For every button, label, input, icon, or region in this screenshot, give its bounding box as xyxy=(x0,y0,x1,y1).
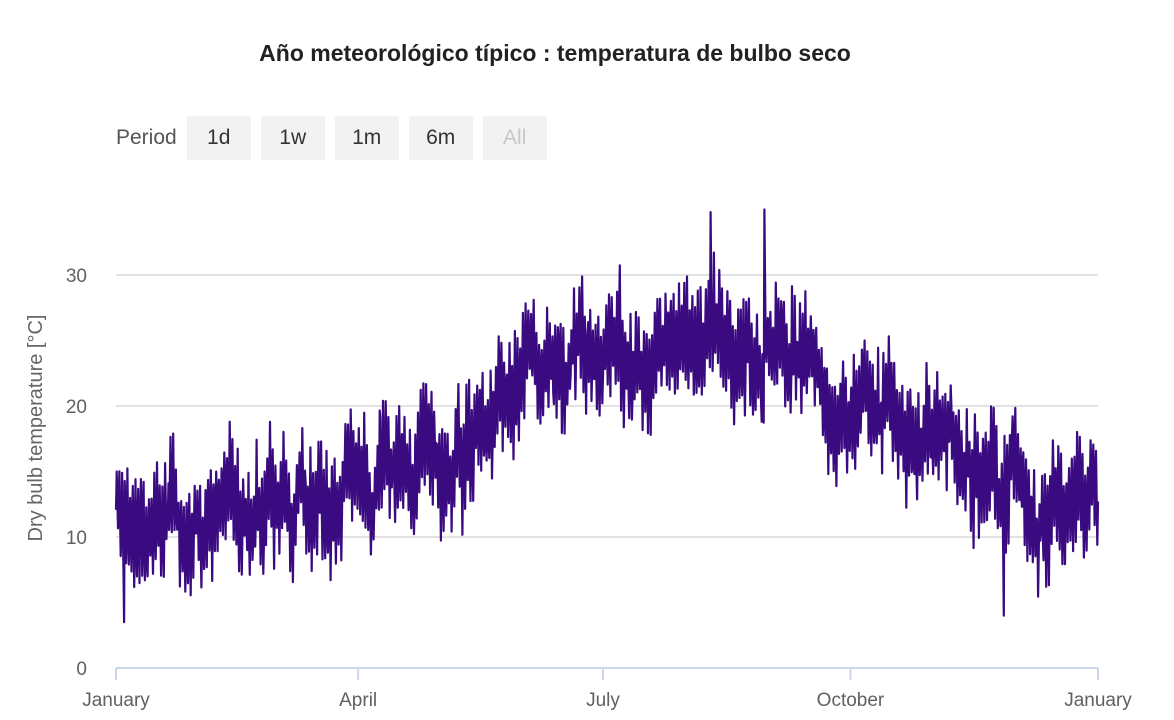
period-1w-button[interactable]: 1w xyxy=(260,116,325,160)
period-label: Period xyxy=(116,126,177,149)
x-axis: January April July October January xyxy=(82,667,1132,711)
y-axis-title: Dry bulb temperature [°C] xyxy=(25,315,47,542)
y-tick-label: 0 xyxy=(76,659,87,680)
period-1d-button[interactable]: 1d xyxy=(186,116,251,160)
y-axis-ticks: 0 10 20 30 xyxy=(66,266,87,680)
x-tick-label: January xyxy=(82,690,150,711)
period-all-button[interactable]: All xyxy=(482,116,547,160)
series-line-temperature xyxy=(114,208,1100,624)
y-tick-label: 10 xyxy=(66,528,87,549)
x-tick-label: July xyxy=(586,690,620,711)
period-selector: Period 1d 1w 1m 6m All xyxy=(116,116,557,160)
chart-title: Año meteorológico típico : temperatura d… xyxy=(259,40,851,66)
x-tick-label: April xyxy=(339,690,377,711)
period-6m-button[interactable]: 6m xyxy=(408,116,473,160)
x-tick-label: October xyxy=(817,690,885,711)
x-tick-label: January xyxy=(1064,690,1132,711)
y-tick-label: 20 xyxy=(66,397,87,418)
y-tick-label: 30 xyxy=(66,266,87,287)
series-group xyxy=(114,208,1100,624)
period-1m-button[interactable]: 1m xyxy=(334,116,399,160)
